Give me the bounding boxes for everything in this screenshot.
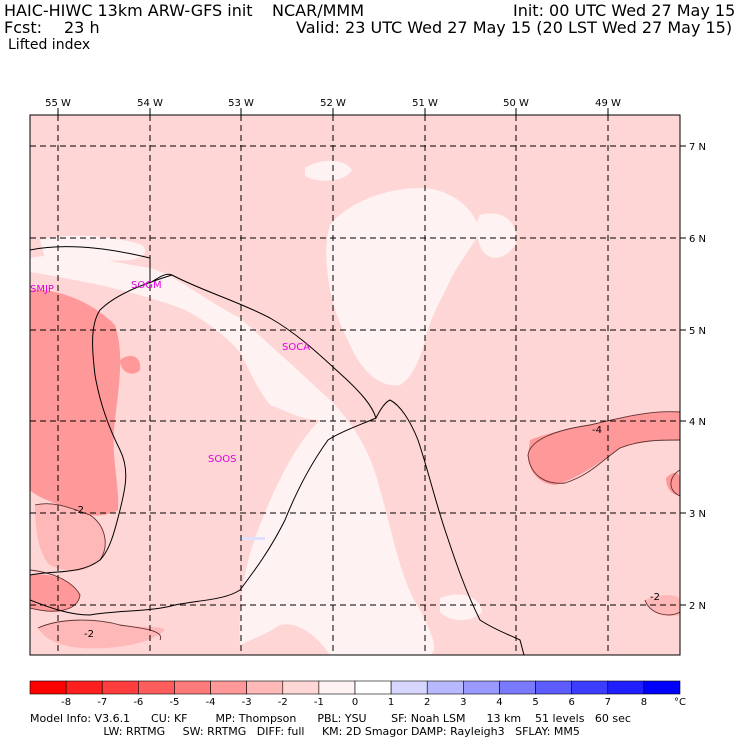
lat-label: 3 N (689, 509, 706, 520)
coastlines (30, 246, 525, 655)
lat-label: 7 N (689, 142, 706, 153)
colorbar-tick-label: -2 (278, 697, 288, 708)
contour-label: -2 (650, 592, 660, 603)
colorbar-swatch (535, 680, 572, 695)
forecast-hour: 23 h (64, 18, 100, 37)
lifted-index-field (30, 115, 680, 655)
colorbar-swatch (138, 680, 175, 695)
colorbar-swatch (246, 680, 284, 695)
colorbar-unit: °C (674, 697, 686, 708)
lon-label: 51 W (412, 98, 438, 109)
colorbar-swatch (318, 680, 356, 695)
model-info-line2: LW: RRTMG SW: RRTMG DIFF: full KM: 2D Sm… (30, 725, 580, 738)
colorbar-tick-label: -1 (314, 697, 324, 708)
station-label: SOCA (282, 342, 310, 353)
colorbar-tick-label: -7 (97, 697, 107, 708)
colorbar-swatch (282, 680, 320, 695)
lon-label: 52 W (320, 98, 346, 109)
colorbar-tick-label: 3 (460, 697, 466, 708)
lon-label: 49 W (595, 98, 621, 109)
colorbar-tick-label: 0 (352, 697, 358, 708)
colorbar-tick-label: 2 (424, 697, 430, 708)
colorbar-swatch (463, 680, 500, 695)
lon-label: 54 W (137, 98, 163, 109)
organization: NCAR/MMM (272, 1, 365, 20)
colorbar-swatch (174, 680, 211, 695)
contour-lines (30, 411, 680, 641)
colorbar-tick-label: -3 (242, 697, 252, 708)
colorbar-swatch (571, 680, 609, 695)
colorbar-swatch (354, 680, 392, 695)
lon-label: 55 W (45, 98, 71, 109)
lat-label: 6 N (689, 234, 706, 245)
colorbar-swatch (426, 680, 464, 695)
colorbar-swatch (210, 680, 247, 695)
lat-lon-grid (30, 115, 680, 655)
contour-label: -2 (74, 505, 84, 516)
colorbar-tick-label: 6 (568, 697, 574, 708)
colorbar: -8 -7 -6 -5 -4 -3 -2 -1 0 1 2 3 4 5 6 7 8 °C (29, 680, 686, 708)
forecast-label: Fcst: (4, 18, 42, 37)
colorbar-swatch (607, 680, 645, 695)
lat-label: 4 N (689, 417, 706, 428)
colorbar-swatch (29, 680, 67, 695)
station-label: SOGM (131, 280, 162, 291)
contour-label: -4 (592, 425, 602, 436)
colorbar-tick-label: 8 (641, 697, 647, 708)
contour-label: -2 (84, 629, 94, 640)
init-time: Init: 00 UTC Wed 27 May 15 (513, 1, 736, 20)
colorbar-swatch (643, 680, 681, 695)
map-frame (29, 114, 681, 656)
colorbar-tick-label: -4 (206, 697, 216, 708)
colorbar-swatch (101, 680, 139, 695)
lat-label: 2 N (689, 601, 706, 612)
lon-label: 50 W (503, 98, 529, 109)
colorbar-tick-label: -8 (61, 697, 71, 708)
station-label: SOOS (208, 454, 236, 465)
model-info-line1: Model Info: V3.6.1 CU: KF MP: Thompson P… (30, 712, 631, 725)
colorbar-tick-label: -6 (133, 697, 143, 708)
field-name: Lifted index (8, 37, 91, 53)
colorbar-tick-label: -5 (169, 697, 179, 708)
model-title: HAIC-HIWC 13km ARW-GFS init (4, 1, 253, 20)
colorbar-swatch (65, 680, 103, 695)
colorbar-tick-label: 1 (388, 697, 394, 708)
colorbar-tick-label: 5 (532, 697, 538, 708)
colorbar-swatch (499, 680, 536, 695)
valid-time: Valid: 23 UTC Wed 27 May 15 (20 LST Wed … (296, 18, 733, 37)
colorbar-tick-label: 7 (605, 697, 611, 708)
station-label: SMJP (30, 284, 54, 295)
colorbar-tick-label: 4 (496, 697, 502, 708)
lat-label: 5 N (689, 326, 706, 337)
lon-label: 53 W (228, 98, 254, 109)
colorbar-swatch (390, 680, 428, 695)
